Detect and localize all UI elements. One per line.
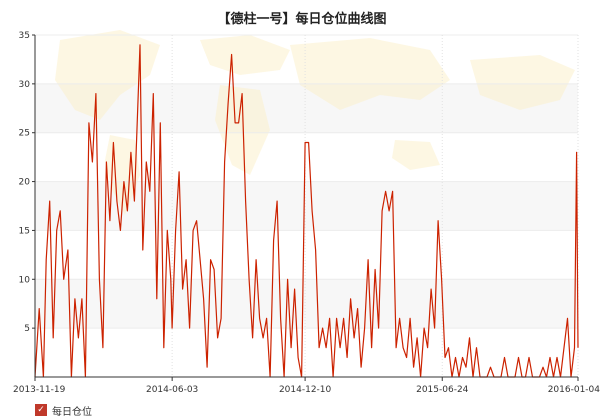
map-landmass <box>55 30 160 120</box>
legend-label: 每日仓位 <box>52 406 92 418</box>
x-tick-label: 2016-01-04 <box>548 385 601 395</box>
y-tick-label: 35 <box>19 31 30 41</box>
axes: 5 10 15 20 25 30 35 2013-11-19 2014-06-03 2014-12… <box>13 31 600 395</box>
legend-checkbox-icon[interactable]: ✓ <box>35 404 47 416</box>
x-tick-label: 2014-06-03 <box>146 385 198 395</box>
map-landmass <box>392 140 440 170</box>
y-tick-label: 15 <box>19 226 30 236</box>
plot-background <box>35 83 578 329</box>
map-landmass <box>290 38 450 110</box>
map-landmass <box>215 85 270 175</box>
legend-item[interactable]: ✓ 每日仓位 <box>35 403 92 418</box>
x-tick-label: 2015-06-24 <box>416 385 469 395</box>
x-tick-label: 2013-11-19 <box>13 385 66 395</box>
y-tick-label: 5 <box>24 324 30 334</box>
map-landmass <box>200 35 290 75</box>
x-tick-label: 2014-12-10 <box>279 385 332 395</box>
plot-band <box>35 279 578 329</box>
y-tick-label: 30 <box>19 80 31 90</box>
world-map-watermark <box>55 30 575 215</box>
y-tick-label: 20 <box>19 178 31 188</box>
chart-title: 【德柱一号】每日仓位曲线图 <box>217 12 387 27</box>
map-landmass <box>470 55 575 110</box>
y-tick-label: 10 <box>19 275 31 285</box>
y-tick-label: 25 <box>19 129 30 139</box>
